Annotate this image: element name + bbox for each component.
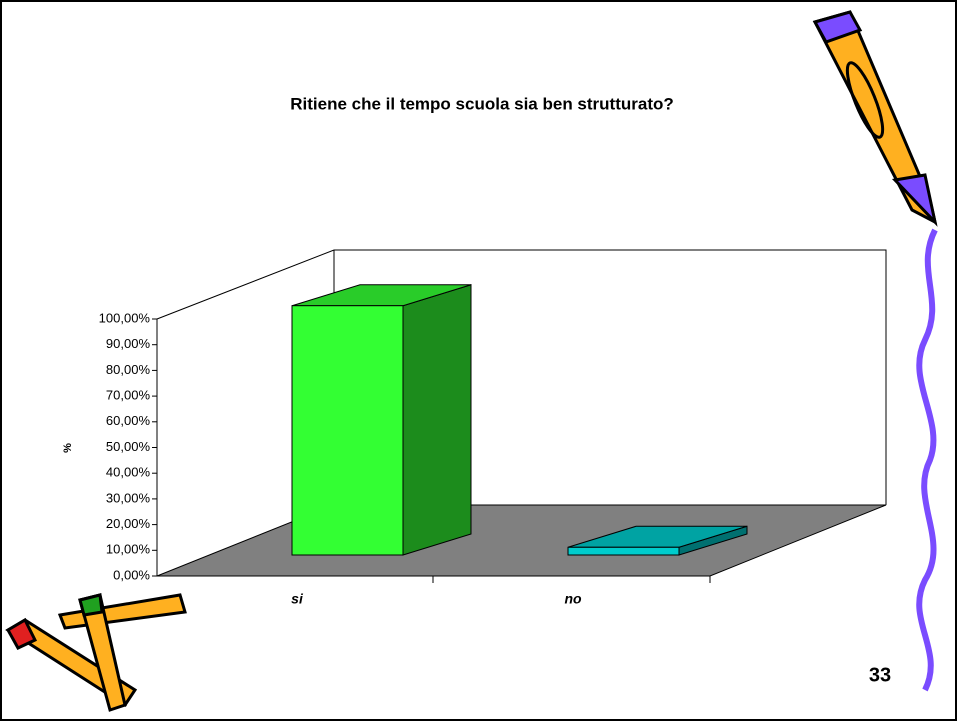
- x-tick-label: no: [564, 591, 582, 607]
- y-axis-label: %: [62, 443, 74, 453]
- slide-number: 33: [869, 664, 891, 686]
- bar-front: [292, 306, 403, 555]
- y-tick-label: 0,00%: [113, 567, 150, 582]
- x-tick-label: si: [291, 591, 304, 607]
- y-tick-label: 90,00%: [106, 336, 151, 351]
- y-tick-label: 60,00%: [106, 413, 151, 428]
- y-tick-label: 100,00%: [99, 310, 151, 325]
- y-tick-label: 70,00%: [106, 388, 151, 403]
- bar-front: [568, 547, 679, 555]
- bar: [292, 285, 471, 555]
- y-tick-label: 30,00%: [106, 490, 151, 505]
- y-tick-label: 10,00%: [106, 542, 151, 557]
- chart-title: Ritiene che il tempo scuola sia ben stru…: [290, 94, 674, 113]
- y-tick-label: 20,00%: [106, 516, 151, 531]
- y-tick-label: 40,00%: [106, 465, 151, 480]
- y-tick-label: 80,00%: [106, 362, 151, 377]
- slide: Ritiene che il tempo scuola sia ben stru…: [0, 0, 957, 721]
- bar-side: [403, 285, 471, 555]
- y-tick-label: 50,00%: [106, 439, 151, 454]
